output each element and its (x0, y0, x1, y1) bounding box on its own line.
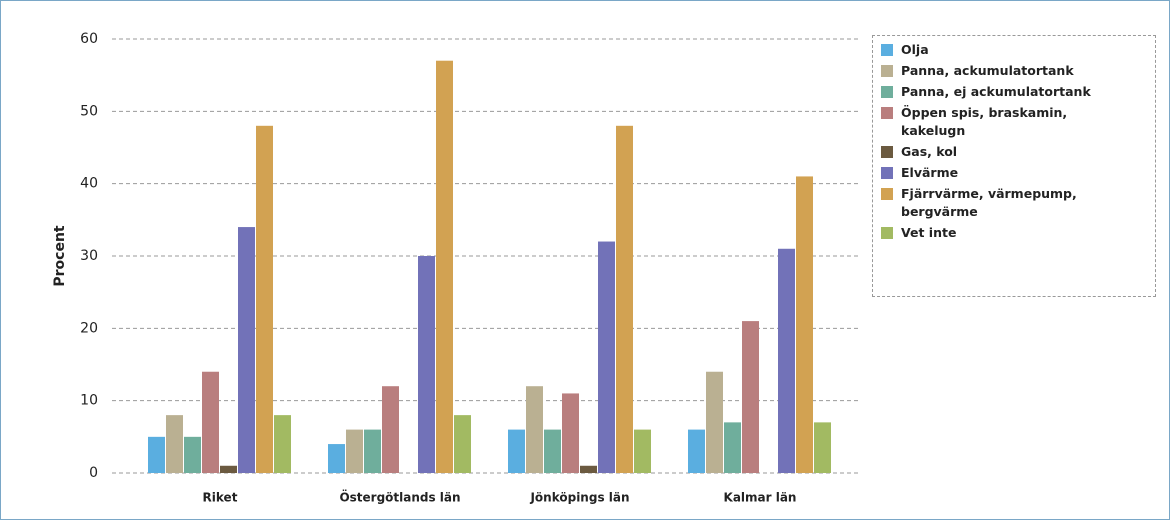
legend-item: Vet inte (881, 224, 1147, 242)
y-tick-label: 10 (80, 393, 98, 409)
bar (220, 465, 237, 473)
bar (598, 241, 615, 473)
legend-item: Fjärrvärme, värmepump, bergvärme (881, 185, 1147, 221)
legend-swatch (881, 44, 893, 56)
bar (580, 465, 597, 473)
legend-swatch (881, 86, 893, 98)
bar (706, 371, 723, 473)
legend-label: Gas, kol (901, 144, 958, 159)
bar (364, 429, 381, 473)
bar (184, 436, 201, 473)
legend: Olja Panna, ackumulatortank Panna, ej acku… (872, 35, 1156, 297)
bar (436, 60, 453, 473)
legend-swatch (881, 227, 893, 239)
bar (166, 415, 183, 473)
legend-item: Elvärme (881, 164, 1147, 182)
y-tick-label: 30 (80, 248, 98, 264)
legend-swatch (881, 65, 893, 77)
legend-item: Olja (881, 41, 1147, 59)
legend-label: Vet inte (901, 225, 957, 240)
bar (688, 429, 705, 473)
legend-swatch (881, 107, 893, 119)
legend-swatch (881, 146, 893, 158)
bar (616, 125, 633, 474)
legend-item: Öppen spis, braskamin, kakelugn (881, 104, 1147, 140)
bar (778, 248, 795, 473)
bar (742, 321, 759, 473)
y-tick-label: 0 (89, 465, 98, 481)
bar (274, 415, 291, 473)
bar (508, 429, 525, 473)
bar (328, 444, 345, 473)
legend-swatch (881, 188, 893, 200)
bar (562, 393, 579, 473)
legend-label: Panna, ej ackumulatortank (901, 84, 1091, 99)
bar (346, 429, 363, 473)
x-tick-label: Kalmar län (724, 491, 797, 505)
bar (202, 371, 219, 473)
bar (526, 386, 543, 473)
bar (382, 386, 399, 473)
legend-label: Öppen spis, braskamin, kakelugn (901, 105, 1068, 138)
legend-swatch (881, 167, 893, 179)
bar (238, 227, 255, 473)
legend-item: Panna, ej ackumulatortank (881, 83, 1147, 101)
bar (544, 429, 561, 473)
bar (418, 256, 435, 473)
y-axis-label: Procent (52, 225, 68, 287)
y-tick-label: 40 (80, 176, 98, 192)
legend-label: Olja (901, 42, 929, 57)
legend-item: Gas, kol (881, 143, 1147, 161)
bar (634, 429, 651, 473)
legend-label: Elvärme (901, 165, 959, 180)
bar (796, 176, 813, 473)
legend-label: Panna, ackumulatortank (901, 63, 1074, 78)
bar (814, 422, 831, 473)
x-tick-label: Östergötlands län (339, 490, 460, 505)
bar (454, 415, 471, 473)
bar (724, 422, 741, 473)
legend-item: Panna, ackumulatortank (881, 62, 1147, 80)
legend-label: Fjärrvärme, värmepump, bergvärme (901, 186, 1077, 219)
y-tick-label: 60 (80, 31, 98, 47)
x-tick-label: Riket (203, 491, 238, 505)
y-tick-label: 20 (80, 320, 98, 336)
x-tick-label: Jönköpings län (529, 491, 629, 505)
y-tick-label: 50 (80, 103, 98, 119)
bar (148, 436, 165, 473)
bar (256, 125, 273, 474)
